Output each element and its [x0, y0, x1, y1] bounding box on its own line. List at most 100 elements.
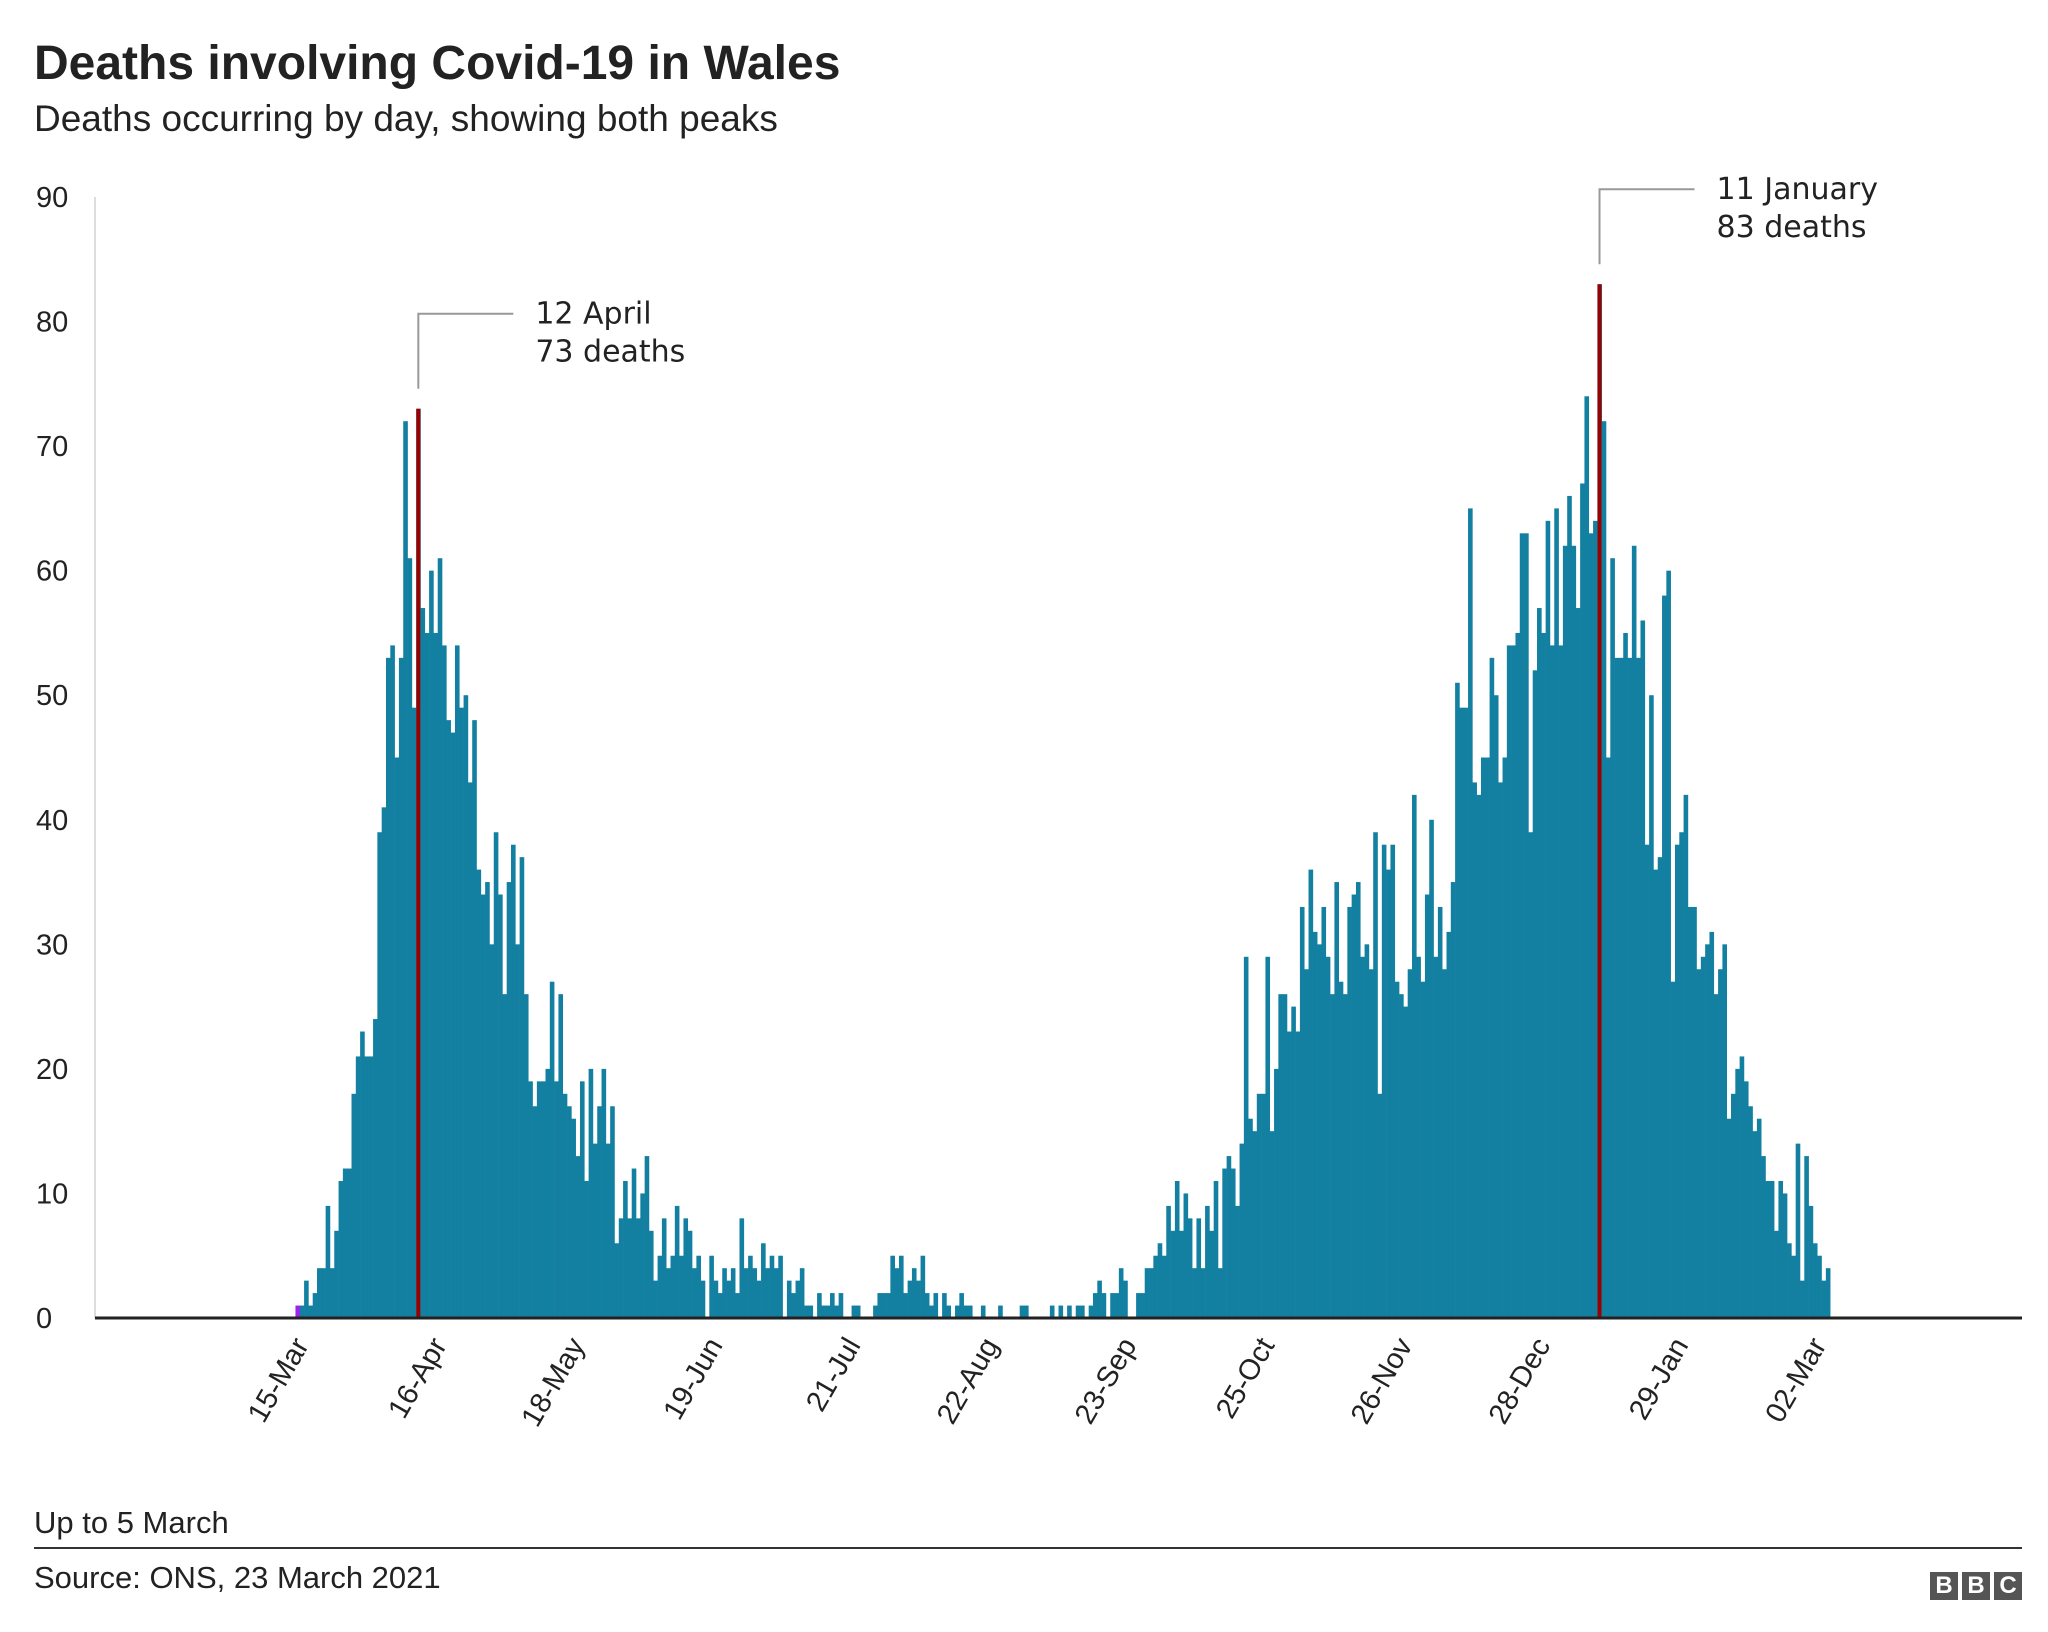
- bar: [1455, 682, 1460, 1318]
- bar: [1679, 832, 1684, 1318]
- bar: [584, 1180, 589, 1318]
- bar: [748, 1255, 753, 1318]
- bar: [933, 1293, 939, 1318]
- bar: [1187, 1218, 1193, 1318]
- chart-title: Deaths involving Covid-19 in Wales: [34, 37, 841, 90]
- bar: [1791, 1255, 1796, 1318]
- bar: [1373, 832, 1378, 1318]
- bar: [1731, 1093, 1736, 1318]
- y-tick-label: 50: [36, 680, 68, 712]
- bar: [752, 1268, 758, 1318]
- bar: [1489, 657, 1495, 1318]
- bar: [459, 707, 464, 1318]
- bar: [1493, 695, 1499, 1318]
- bar: [722, 1268, 727, 1318]
- bar: [1696, 969, 1702, 1318]
- bar: [1213, 1180, 1219, 1318]
- bar: [1752, 1131, 1758, 1318]
- bar: [1524, 533, 1529, 1318]
- bar: [1683, 794, 1689, 1318]
- bar: [1355, 882, 1361, 1318]
- bar: [1274, 1068, 1279, 1318]
- bar: [342, 1168, 348, 1318]
- bar: [1265, 956, 1271, 1318]
- y-tick-label: 0: [36, 1303, 52, 1335]
- bar: [605, 1143, 611, 1318]
- x-tick-label: 26-Nov: [1345, 1332, 1420, 1429]
- annotation-date: 11 January: [1717, 172, 1878, 207]
- bar: [877, 1293, 883, 1318]
- bar: [347, 1168, 352, 1318]
- bar: [894, 1268, 900, 1318]
- bar: [442, 645, 447, 1318]
- bar: [1183, 1193, 1189, 1318]
- bar: [1804, 1156, 1809, 1318]
- bar: [817, 1293, 822, 1318]
- bar: [1170, 1230, 1176, 1318]
- bar: [1269, 1131, 1275, 1318]
- bar: [1149, 1268, 1154, 1318]
- bar: [911, 1268, 917, 1318]
- bar: [597, 1106, 602, 1318]
- bar: [1610, 558, 1615, 1318]
- bar: [1252, 1131, 1258, 1318]
- bar: [614, 1243, 620, 1318]
- bar: [631, 1168, 637, 1318]
- bar: [929, 1305, 934, 1318]
- bar: [1256, 1093, 1262, 1318]
- bar: [963, 1305, 969, 1318]
- bar: [1774, 1230, 1779, 1318]
- bar: [541, 1081, 546, 1318]
- bar: [967, 1305, 973, 1318]
- bar: [398, 657, 404, 1318]
- bar: [1787, 1243, 1792, 1318]
- bar: [739, 1218, 745, 1318]
- bar: [1618, 657, 1624, 1318]
- bar: [713, 1280, 719, 1318]
- annotation-connector: [417, 312, 514, 389]
- bar: [890, 1255, 895, 1318]
- bars: [295, 284, 1831, 1318]
- bar: [1601, 421, 1607, 1318]
- bar: [515, 944, 520, 1318]
- bar: [1394, 981, 1400, 1318]
- bar: [1709, 931, 1715, 1318]
- bar: [1502, 757, 1508, 1318]
- bar: [1153, 1255, 1158, 1318]
- x-tick-label: 16-Apr: [382, 1332, 453, 1424]
- bar: [769, 1255, 775, 1318]
- bar: [1161, 1255, 1167, 1318]
- bar: [1411, 794, 1417, 1318]
- x-tick-label: 15-Mar: [242, 1332, 316, 1428]
- bar: [1321, 906, 1327, 1318]
- bar: [1580, 483, 1585, 1318]
- bar: [1312, 931, 1318, 1318]
- bar: [317, 1268, 322, 1318]
- bar: [571, 1118, 576, 1318]
- bar: [683, 1218, 689, 1318]
- bar: [1123, 1280, 1128, 1318]
- bar: [575, 1156, 581, 1318]
- bar: [804, 1305, 809, 1318]
- y-tick-label: 30: [36, 929, 68, 961]
- bar: [644, 1156, 650, 1318]
- bar: [998, 1305, 1003, 1318]
- y-tick-label: 40: [36, 805, 68, 837]
- bar: [795, 1280, 801, 1318]
- bar: [1407, 969, 1413, 1318]
- x-tick-label: 02-Mar: [1759, 1332, 1833, 1428]
- bar: [472, 720, 477, 1318]
- bar: [411, 707, 417, 1318]
- bar: [321, 1268, 326, 1318]
- bar: [424, 632, 430, 1318]
- x-tick-label: 18-May: [516, 1332, 592, 1432]
- bar: [1278, 994, 1283, 1318]
- bar: [1722, 944, 1727, 1318]
- bar: [726, 1280, 732, 1318]
- bar: [476, 869, 482, 1318]
- bar: [1347, 906, 1352, 1318]
- annotation-connector: [1598, 188, 1695, 265]
- bar: [1718, 969, 1723, 1318]
- bar: [355, 1056, 361, 1318]
